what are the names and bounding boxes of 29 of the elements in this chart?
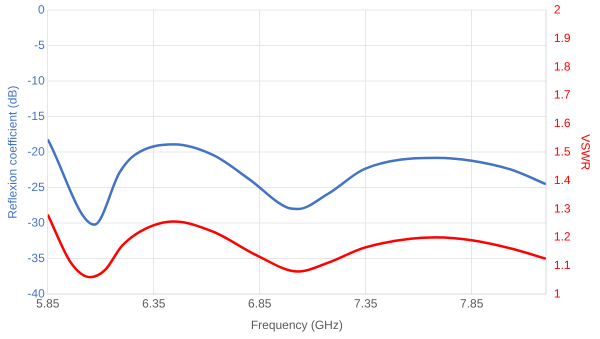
y2-tick-label: 1.6	[554, 116, 571, 130]
y-tick-label: 0	[38, 2, 46, 17]
line-series	[48, 213, 546, 278]
y2-tick-label: 1.7	[554, 88, 571, 102]
y2-tick-label: 1.9	[554, 30, 571, 45]
y-tick-label: -35	[27, 251, 46, 266]
line-series	[48, 138, 546, 226]
y2-tick-label: 1.2	[554, 230, 571, 244]
y-axis-title: Reflexion coefficient (dB)	[6, 86, 20, 219]
y2-tick-label: 1.1	[554, 258, 571, 272]
x-axis-title: Frequency (GHz)	[250, 318, 343, 332]
y2-tick-label: 1.4	[554, 172, 571, 187]
x-tick-label: 7.85	[460, 296, 484, 311]
y-tick-label: -5	[34, 38, 46, 52]
y-tick-label: -30	[27, 216, 46, 230]
x-tick-label: 5.85	[36, 296, 60, 311]
y2-tick-label: 1.5	[554, 144, 571, 159]
y2-tick-label: 1.3	[554, 201, 571, 216]
y2-tick-label: 1	[554, 286, 561, 301]
y2-tick-label: 2	[554, 2, 561, 17]
x-tick-label: 6.85	[248, 296, 272, 311]
y2-tick-label: 1.8	[554, 59, 571, 74]
x-tick-label: 6.35	[142, 296, 166, 311]
y-tick-label: -20	[27, 144, 46, 159]
y-tick-label: -25	[27, 180, 46, 194]
x-tick-label: 7.35	[354, 296, 378, 311]
y2-axis-title: VSWR	[578, 134, 592, 171]
y-tick-label: -15	[27, 109, 46, 124]
y-tick-label: -10	[27, 74, 46, 88]
